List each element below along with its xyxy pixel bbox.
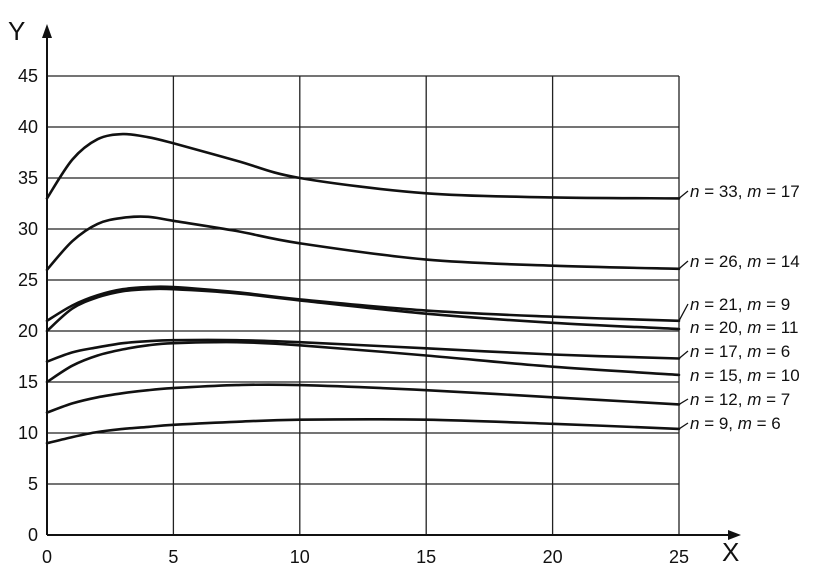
series-label-leader (678, 303, 689, 322)
y-tick-label: 10 (18, 423, 38, 443)
y-tick-label: 45 (18, 66, 38, 86)
y-tick-label: 35 (18, 168, 38, 188)
series-label-leader (678, 398, 689, 405)
series-line-1 (45, 215, 681, 272)
x-tick-label: 5 (168, 547, 178, 567)
x-axis-arrow-icon (728, 530, 741, 540)
y-tick-label: 40 (18, 117, 38, 137)
series-line-3 (45, 287, 681, 333)
series-label: n = 33, m = 17 (690, 182, 800, 201)
y-axis-arrow-icon (42, 24, 52, 38)
x-tick-label: 20 (543, 547, 563, 567)
x-axis-title: X (722, 537, 739, 567)
series-label: n = 12, m = 7 (690, 390, 790, 409)
series-line-6 (45, 383, 681, 414)
axes: X Y (8, 16, 741, 567)
x-tick-label: 25 (669, 547, 689, 567)
grid (47, 75, 680, 535)
y-tick-label: 0 (28, 525, 38, 545)
series-line-4 (45, 338, 681, 363)
series-label: n = 17, m = 6 (690, 342, 790, 361)
series-label: n = 9, m = 6 (690, 414, 781, 433)
series-label-leader (678, 260, 689, 270)
x-tick-label: 15 (416, 547, 436, 567)
y-tick-label: 25 (18, 270, 38, 290)
tick-labels: 0 5 10 15 20 25 30 35 40 45 0 5 10 15 20 25 (18, 66, 689, 567)
series-labels: n = 33, m = 17 n = 26, m = 14 n = 21, m = … (678, 182, 800, 433)
series-label: n = 20, m = 11 (690, 318, 798, 337)
x-tick-label: 10 (290, 547, 310, 567)
series-line-7 (45, 418, 681, 445)
series-label-leader (678, 422, 689, 430)
y-tick-label: 15 (18, 372, 38, 392)
y-tick-label: 20 (18, 321, 38, 341)
y-tick-label: 5 (28, 474, 38, 494)
y-axis-title: Y (8, 16, 25, 46)
x-tick-label: 0 (42, 547, 52, 567)
series-line-5 (45, 340, 681, 384)
series-label: n = 15, m = 10 (690, 366, 800, 385)
series-lines (45, 132, 681, 445)
series-label: n = 21, m = 9 (690, 295, 790, 314)
series-label-leader (678, 350, 689, 360)
y-tick-label: 30 (18, 219, 38, 239)
series-label: n = 26, m = 14 (690, 252, 800, 271)
series-line-2 (45, 285, 681, 323)
series-label-leader (678, 190, 689, 199)
series-line-0 (45, 132, 681, 200)
